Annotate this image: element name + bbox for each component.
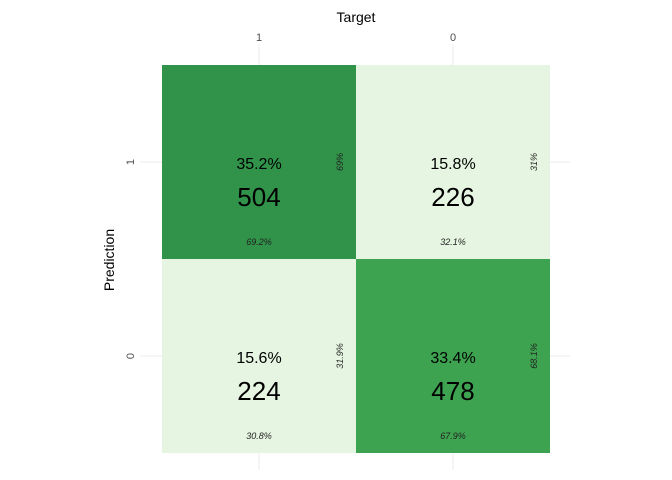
cell-row-percent: 68.1% bbox=[529, 343, 539, 369]
cell-row-percent: 31% bbox=[529, 153, 539, 171]
y-axis-title: Prediction bbox=[101, 229, 117, 291]
x-tick-label: 0 bbox=[450, 32, 456, 44]
cell-row-percent: 31.9% bbox=[335, 343, 345, 369]
cell-column-percent: 67.9% bbox=[440, 431, 466, 441]
cell-count: 224 bbox=[237, 376, 280, 406]
cell-column-percent: 69.2% bbox=[246, 237, 272, 247]
y-tick-label: 0 bbox=[125, 353, 137, 359]
y-tick-label: 1 bbox=[125, 159, 137, 165]
x-tick-label: 1 bbox=[256, 32, 262, 44]
cell-total-percent: 35.2% bbox=[236, 156, 281, 173]
matrix-cells: 35.2% 504 69.2% 69% 15.8% 226 32.1% 31% 15.6% 224… bbox=[162, 65, 550, 453]
cell-row-percent: 69% bbox=[335, 153, 345, 171]
matrix-cell bbox=[162, 65, 356, 259]
axis-labels: 1 0 1 0 bbox=[125, 32, 456, 359]
cell-total-percent: 15.8% bbox=[430, 156, 475, 173]
cell-total-percent: 15.6% bbox=[236, 350, 281, 367]
cell-count: 504 bbox=[237, 182, 280, 212]
cell-total-percent: 33.4% bbox=[430, 350, 475, 367]
cell-count: 478 bbox=[431, 376, 474, 406]
matrix-cell bbox=[162, 259, 356, 453]
cell-count: 226 bbox=[431, 182, 474, 212]
matrix-cell bbox=[356, 259, 550, 453]
matrix-cell bbox=[356, 65, 550, 259]
cell-column-percent: 32.1% bbox=[440, 237, 466, 247]
cell-column-percent: 30.8% bbox=[246, 431, 272, 441]
x-axis-title: Target bbox=[337, 9, 376, 25]
